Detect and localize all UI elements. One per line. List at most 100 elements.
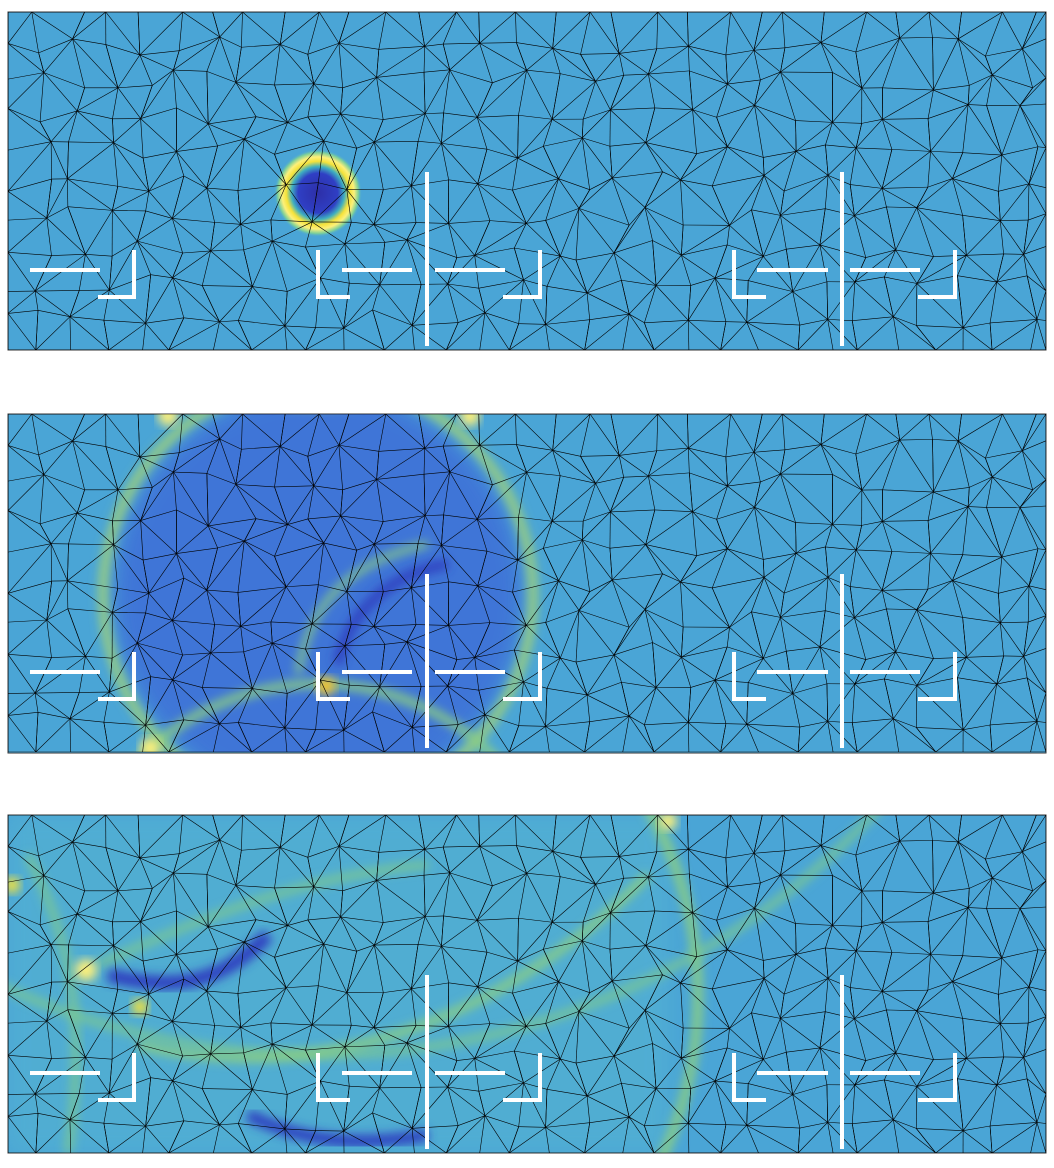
- mesh-edge: [212, 815, 220, 841]
- mesh-edge: [182, 1053, 211, 1057]
- mesh-edge: [784, 577, 829, 594]
- mesh-edge: [792, 1094, 828, 1123]
- mesh-edge: [373, 189, 384, 225]
- mesh-edge: [343, 309, 373, 329]
- mesh-edge: [795, 120, 797, 152]
- mesh-edge: [286, 182, 319, 186]
- mesh-edge: [884, 276, 894, 317]
- mesh-edge: [305, 243, 345, 248]
- mesh-edge: [35, 1113, 39, 1153]
- mesh-edge: [8, 580, 52, 594]
- mesh-edge: [1036, 290, 1046, 320]
- mesh-edge: [849, 184, 855, 216]
- mesh-edge: [580, 455, 620, 457]
- mesh-edge: [112, 593, 149, 613]
- mesh-edge: [648, 848, 689, 878]
- mesh-edge: [746, 321, 799, 350]
- mesh-edge: [952, 178, 963, 216]
- mesh-edge: [43, 72, 85, 89]
- mesh-edge: [832, 890, 863, 926]
- mesh-edge: [474, 649, 515, 658]
- mesh-edge: [962, 215, 1001, 221]
- mesh-edge: [963, 724, 991, 731]
- mesh-edge: [346, 591, 375, 627]
- mesh-edge: [654, 910, 693, 914]
- mesh-edge: [952, 957, 1002, 982]
- mesh-edge: [145, 612, 173, 621]
- mesh-edge: [441, 946, 478, 988]
- mesh-edge: [179, 36, 220, 51]
- mesh-edge: [509, 1126, 519, 1153]
- mesh-edge: [517, 521, 553, 561]
- mesh-edge: [117, 85, 153, 89]
- mesh-edge: [1021, 48, 1033, 88]
- mesh-edge: [927, 921, 931, 955]
- mesh-edge: [145, 719, 184, 726]
- mesh-edge: [688, 815, 731, 850]
- mesh-edge: [140, 107, 177, 119]
- mesh-edge: [448, 625, 458, 660]
- mesh-edge: [854, 249, 896, 283]
- mesh-edge: [727, 83, 755, 106]
- mesh-edge: [1019, 105, 1039, 147]
- mesh-edge: [916, 186, 929, 208]
- mesh-edge: [644, 609, 684, 628]
- mesh-edge: [780, 42, 822, 73]
- mesh-edge: [895, 249, 934, 257]
- mesh-edge: [280, 847, 308, 858]
- mesh-edge: [930, 104, 969, 152]
- mesh-edge: [827, 1122, 834, 1153]
- mesh-edge: [560, 876, 596, 885]
- mesh-edge: [986, 908, 1003, 959]
- mesh-edge: [411, 283, 448, 326]
- mesh-edge: [442, 44, 451, 70]
- mesh-edge: [479, 445, 493, 485]
- mesh-edge: [279, 12, 286, 45]
- mesh-edge: [552, 12, 591, 49]
- mesh-edge: [967, 888, 970, 908]
- mesh-edge: [644, 1010, 684, 1029]
- mesh-edge: [795, 522, 833, 525]
- mesh-edge: [51, 254, 86, 256]
- mesh-edge: [145, 724, 169, 752]
- mesh-edge: [492, 872, 527, 887]
- mesh-edge: [930, 553, 963, 555]
- mesh-edge: [219, 414, 243, 440]
- mesh-edge: [448, 223, 458, 258]
- mesh-edge: [855, 123, 862, 149]
- mesh-edge: [935, 729, 964, 752]
- mesh-edge: [307, 515, 341, 520]
- mesh-edge: [645, 544, 681, 583]
- mesh-edge: [152, 471, 174, 488]
- mesh-edge: [754, 79, 761, 106]
- mesh-edge: [340, 515, 375, 545]
- mesh-edge: [644, 982, 681, 1011]
- mesh-edge: [201, 652, 211, 688]
- mesh-edge: [344, 1025, 352, 1047]
- mesh-edge: [952, 152, 963, 179]
- mesh-edge: [67, 580, 113, 613]
- mesh-edge: [456, 815, 480, 847]
- mesh-edge: [996, 1056, 1004, 1086]
- mesh-edge: [406, 641, 422, 687]
- mesh-edge: [832, 925, 862, 927]
- mesh-edge: [346, 951, 357, 993]
- mesh-edge: [271, 241, 288, 292]
- mesh-edge: [825, 122, 833, 145]
- mesh-edge: [237, 184, 287, 191]
- mesh-edge: [109, 642, 138, 693]
- mesh-edge: [338, 815, 350, 847]
- mesh-edge: [219, 36, 242, 48]
- mesh-edge: [916, 657, 967, 686]
- mesh-edge: [689, 873, 693, 913]
- mesh-edge: [34, 1057, 86, 1095]
- mesh-edge: [985, 48, 1023, 57]
- mesh-edge: [551, 520, 583, 541]
- mesh-edge: [412, 1125, 459, 1129]
- mesh-edge: [172, 218, 211, 252]
- mesh-edge: [957, 657, 967, 678]
- mesh-edge: [986, 74, 993, 106]
- mesh-edge: [117, 489, 141, 521]
- mesh-edge: [545, 1023, 561, 1060]
- mesh-edge: [442, 815, 457, 848]
